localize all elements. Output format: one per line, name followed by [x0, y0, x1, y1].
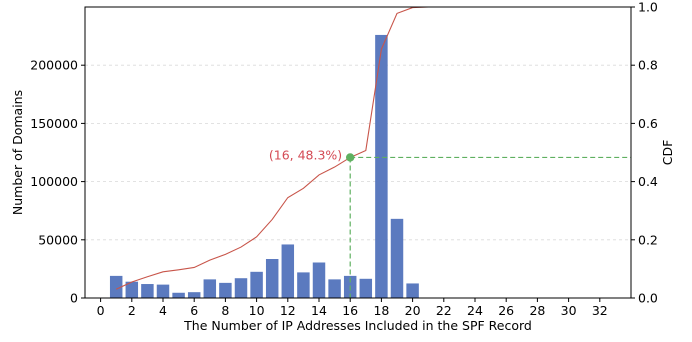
bar: [328, 279, 341, 298]
y2-tick-label: 0.4: [638, 174, 658, 189]
bar: [375, 34, 388, 298]
highlight-marker: [346, 153, 355, 162]
x-tick-label: 30: [561, 303, 577, 318]
cdf-line: [115, 6, 600, 290]
x-tick-label: 10: [249, 303, 265, 318]
y2-tick-label: 0.2: [638, 232, 658, 247]
y2-axis-label: CDF: [660, 140, 675, 166]
bar: [141, 284, 154, 298]
x-tick-label: 16: [342, 303, 358, 318]
y-tick-label: 200000: [30, 58, 78, 73]
y-tick-label: 100000: [30, 174, 78, 189]
x-tick-label: 24: [467, 303, 483, 318]
bar: [281, 244, 295, 298]
y-tick-label: 0: [70, 291, 78, 306]
x-tick-label: 32: [592, 303, 608, 318]
bar: [234, 278, 248, 298]
x-tick-label: 20: [405, 303, 421, 318]
highlight-annotation: (16, 48.3%): [269, 147, 342, 162]
y2-tick-label: 1.0: [638, 0, 658, 15]
x-tick-label: 4: [159, 303, 167, 318]
grid-layer: [85, 6, 631, 299]
x-tick-label: 8: [221, 303, 229, 318]
x-axis-label: The Number of IP Addresses Included in t…: [183, 318, 532, 333]
x-tick-label: 28: [529, 303, 545, 318]
y-axis-label: Number of Domains: [10, 90, 25, 215]
x-tick-label: 6: [190, 303, 198, 318]
bar: [187, 292, 201, 298]
x-tick-label: 26: [498, 303, 514, 318]
y-tick-label: 150000: [30, 116, 78, 131]
bar: [312, 262, 326, 298]
bar: [156, 284, 170, 298]
plot-frame: [84, 6, 632, 299]
x-tick-label: 14: [311, 303, 327, 318]
bar: [359, 278, 373, 298]
bar: [265, 259, 279, 298]
bar: [203, 279, 217, 298]
x-tick-label: 18: [373, 303, 389, 318]
bar: [250, 271, 263, 298]
x-tick-label: 12: [280, 303, 296, 318]
bar: [125, 281, 139, 298]
bar: [219, 282, 232, 298]
y2-tick-label: 0.0: [638, 291, 658, 306]
axis-layer: 0 2 4 6 8 10 12 14 16 18 20 22 24 26 28 30 3205000010000…: [30, 0, 658, 318]
x-tick-label: 0: [97, 303, 105, 318]
bar: [406, 283, 419, 298]
x-tick-label: 2: [128, 303, 136, 318]
bar: [172, 292, 185, 298]
bar: [390, 218, 404, 298]
y2-tick-label: 0.8: [638, 58, 658, 73]
y2-tick-label: 0.6: [638, 116, 658, 131]
guide-layer: [349, 156, 631, 298]
bar-layer: [109, 34, 419, 298]
y-tick-label: 50000: [38, 232, 78, 247]
bar: [297, 272, 310, 298]
bar: [109, 275, 123, 298]
cdf-layer: [115, 6, 600, 290]
x-tick-label: 22: [436, 303, 452, 318]
